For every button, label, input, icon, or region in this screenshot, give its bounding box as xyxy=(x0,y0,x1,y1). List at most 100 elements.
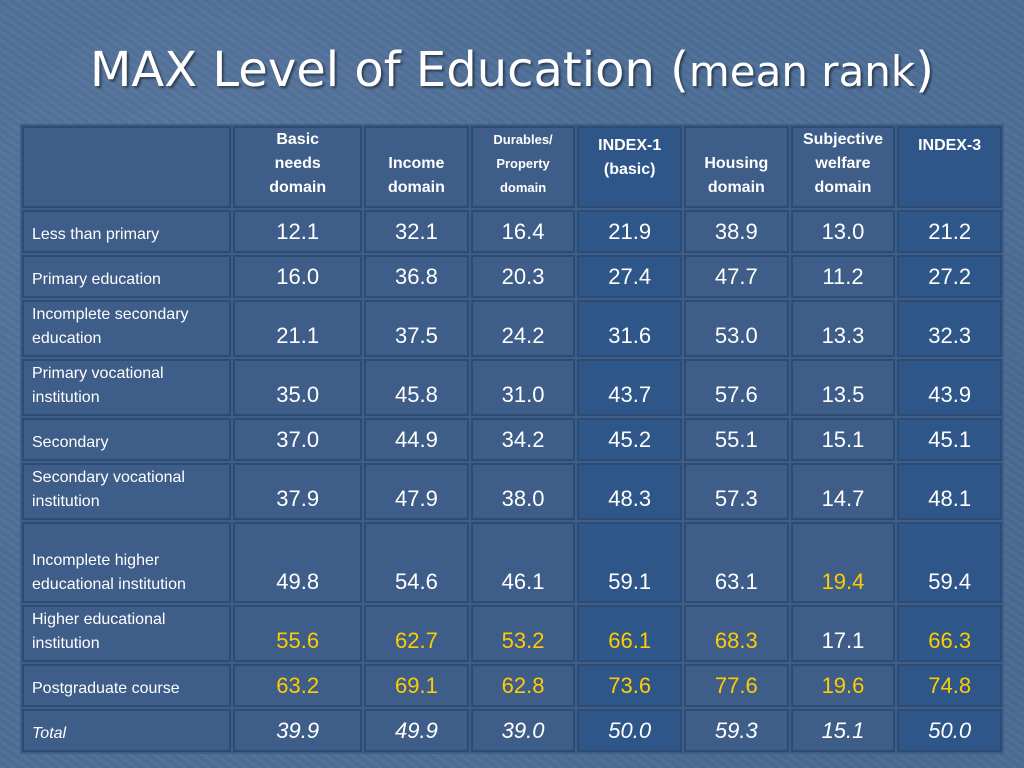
row-label: Primary vocational institution xyxy=(22,359,232,416)
column-header-line: (basic) xyxy=(603,161,656,178)
value-cell: 38.0 xyxy=(470,463,576,520)
row-label: Higher educational institution xyxy=(22,605,232,662)
value-cell: 32.1 xyxy=(364,210,469,253)
row-label: Total xyxy=(22,709,232,752)
row-label: Less than primary xyxy=(22,210,232,253)
column-header-line: Subjective xyxy=(802,131,883,148)
value-cell: 16.0 xyxy=(233,255,363,298)
value-cell: 49.9 xyxy=(364,709,469,752)
value-cell: 32.3 xyxy=(897,300,1002,357)
column-header-line: domain xyxy=(387,179,445,196)
header-blank-cell xyxy=(22,126,232,208)
value-cell: 31.0 xyxy=(470,359,576,416)
value-cell: 27.2 xyxy=(897,255,1002,298)
value-cell: 39.0 xyxy=(470,709,576,752)
column-header-line: domain xyxy=(269,179,327,196)
value-cell: 45.1 xyxy=(897,418,1002,461)
value-cell: 48.1 xyxy=(897,463,1002,520)
column-header-2: Income domain xyxy=(364,126,469,208)
value-cell: 48.3 xyxy=(577,463,683,520)
value-cell: 27.4 xyxy=(577,255,683,298)
value-cell: 31.6 xyxy=(577,300,683,357)
slide-title: MAX Level of Education (mean rank) xyxy=(0,42,1024,98)
value-cell: 73.6 xyxy=(577,664,683,707)
value-cell: 37.0 xyxy=(233,418,363,461)
value-cell: 12.1 xyxy=(233,210,363,253)
value-cell: 62.8 xyxy=(470,664,576,707)
column-header-line: Housing xyxy=(704,155,769,172)
value-cell: 24.2 xyxy=(470,300,576,357)
value-cell: 47.9 xyxy=(364,463,469,520)
value-cell: 63.2 xyxy=(233,664,363,707)
title-main: MAX Level of Education ( xyxy=(90,42,689,98)
table-row: Total 39.9 49.9 39.0 50.0 59.3 15.1 50.0 xyxy=(22,709,1002,752)
value-cell: 57.3 xyxy=(684,463,789,520)
value-cell: 43.9 xyxy=(897,359,1002,416)
value-cell: 53.2 xyxy=(470,605,576,662)
value-cell: 59.4 xyxy=(897,522,1002,603)
value-cell: 21.9 xyxy=(577,210,683,253)
value-cell: 66.3 xyxy=(897,605,1002,662)
table-row: Primary education 16.0 36.8 20.3 27.4 47.7 11.… xyxy=(22,255,1002,298)
column-header-line: domain xyxy=(499,180,547,195)
row-label: Secondary vocational institution xyxy=(22,463,232,520)
value-cell: 19.6 xyxy=(790,664,896,707)
value-cell: 37.9 xyxy=(233,463,363,520)
row-label: Primary education xyxy=(22,255,232,298)
table-row: Secondary 37.0 44.9 34.2 45.2 55.1 15.1 45.1 xyxy=(22,418,1002,461)
education-rank-table: Basic needs domain Income domain Durables/Pro… xyxy=(20,124,1004,754)
value-cell: 21.1 xyxy=(233,300,363,357)
table-body: Less than primary 12.1 32.1 16.4 21.9 38.9 13.… xyxy=(22,210,1002,752)
value-cell: 38.9 xyxy=(684,210,789,253)
value-cell: 55.1 xyxy=(684,418,789,461)
value-cell: 44.9 xyxy=(364,418,469,461)
value-cell: 62.7 xyxy=(364,605,469,662)
value-cell: 74.8 xyxy=(897,664,1002,707)
column-header-6: Subjective welfare domain xyxy=(790,126,896,208)
value-cell: 15.1 xyxy=(790,418,896,461)
value-cell: 35.0 xyxy=(233,359,363,416)
value-cell: 36.8 xyxy=(364,255,469,298)
column-header-4: INDEX-1 (basic) xyxy=(577,126,683,208)
value-cell: 43.7 xyxy=(577,359,683,416)
value-cell: 14.7 xyxy=(790,463,896,520)
value-cell: 16.4 xyxy=(470,210,576,253)
title-subtitle: mean rank xyxy=(688,47,916,96)
value-cell: 57.6 xyxy=(684,359,789,416)
value-cell: 45.8 xyxy=(364,359,469,416)
value-cell: 59.1 xyxy=(577,522,683,603)
column-header-line: domain xyxy=(814,179,872,196)
value-cell: 50.0 xyxy=(577,709,683,752)
row-label: Postgraduate course xyxy=(22,664,232,707)
column-header-line: INDEX-3 xyxy=(918,137,982,154)
column-header-line: welfare xyxy=(815,155,871,172)
value-cell: 77.6 xyxy=(684,664,789,707)
column-header-1: Basic needs domain xyxy=(233,126,363,208)
column-header-7: INDEX-3 xyxy=(897,126,1002,208)
table-row: Primary vocational institution 35.0 45.8 31… xyxy=(22,359,1002,416)
title-close-paren: ) xyxy=(915,42,934,98)
table-header-row: Basic needs domain Income domain Durables/Pro… xyxy=(22,126,1002,208)
value-cell: 19.4 xyxy=(790,522,896,603)
value-cell: 39.9 xyxy=(233,709,363,752)
value-cell: 15.1 xyxy=(790,709,896,752)
value-cell: 55.6 xyxy=(233,605,363,662)
value-cell: 17.1 xyxy=(790,605,896,662)
value-cell: 34.2 xyxy=(470,418,576,461)
value-cell: 20.3 xyxy=(470,255,576,298)
value-cell: 66.1 xyxy=(577,605,683,662)
table-row: Incomplete higher educational institutio… xyxy=(22,522,1002,603)
value-cell: 13.3 xyxy=(790,300,896,357)
column-header-line: INDEX-1 xyxy=(598,137,662,154)
column-header-line: domain xyxy=(707,179,765,196)
value-cell: 68.3 xyxy=(684,605,789,662)
column-header-line: Income xyxy=(388,155,445,172)
row-label: Secondary xyxy=(22,418,232,461)
value-cell: 50.0 xyxy=(897,709,1002,752)
table-row: Higher educational institution 55.6 62.7 53… xyxy=(22,605,1002,662)
table-row: Incomplete secondary education 21.1 37.5 24… xyxy=(22,300,1002,357)
value-cell: 46.1 xyxy=(470,522,576,603)
value-cell: 47.7 xyxy=(684,255,789,298)
value-cell: 45.2 xyxy=(577,418,683,461)
row-label: Incomplete higher educational institutio… xyxy=(22,522,232,603)
